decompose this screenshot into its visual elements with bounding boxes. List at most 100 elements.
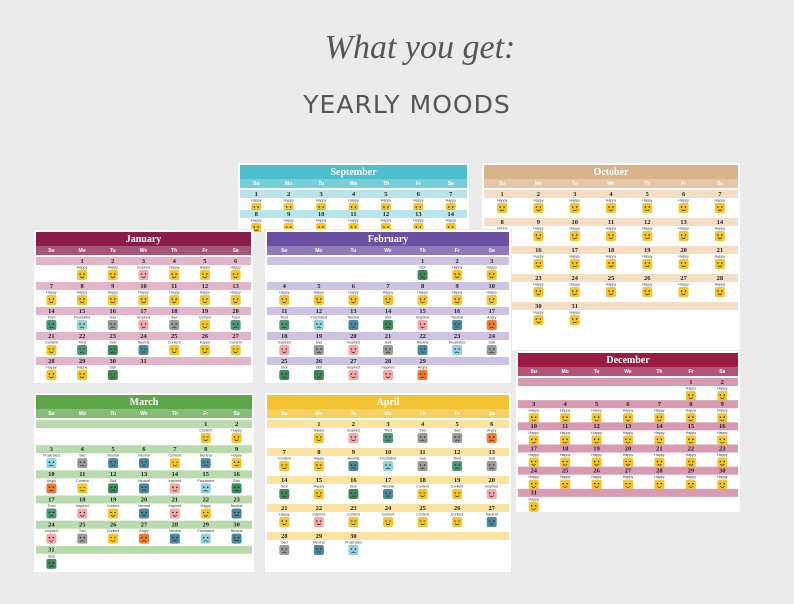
face-eye xyxy=(48,298,51,300)
mood-label: Happy xyxy=(231,454,242,458)
day-number: 11 xyxy=(79,471,85,478)
mood-face xyxy=(169,320,180,330)
mood-label: Neutral xyxy=(138,479,150,483)
mood-label: Happy xyxy=(413,218,424,222)
face-eye xyxy=(562,438,564,441)
face-mouth xyxy=(681,265,686,268)
face-eye xyxy=(110,486,112,489)
day-number: 15 xyxy=(688,423,695,430)
mood-face xyxy=(46,458,57,469)
face-eye xyxy=(571,234,574,236)
face-mouth xyxy=(316,376,322,379)
mood-label: Happy xyxy=(591,431,602,435)
mood-face xyxy=(231,483,242,494)
face-mouth xyxy=(536,209,541,212)
day-number: 22 xyxy=(316,505,323,512)
mood-face xyxy=(486,461,497,471)
face-mouth xyxy=(110,276,116,279)
face-eye xyxy=(644,290,647,292)
face-mouth xyxy=(385,439,391,442)
face-eye xyxy=(458,323,460,325)
mood-label: Inspired xyxy=(45,529,58,533)
face-eye xyxy=(717,234,719,236)
face-mouth xyxy=(420,326,425,329)
face-eye xyxy=(233,436,236,438)
day-band xyxy=(36,545,252,554)
mood-label: Happy xyxy=(46,290,57,294)
face-eye xyxy=(534,505,537,507)
face-mouth xyxy=(420,376,425,379)
mood-face xyxy=(348,320,359,330)
mood-face xyxy=(383,517,393,527)
face-eye xyxy=(419,464,422,466)
face-eye xyxy=(644,234,647,236)
face-mouth xyxy=(531,419,536,422)
face-eye xyxy=(629,460,631,463)
face-eye xyxy=(316,373,318,375)
day-number: 15 xyxy=(202,471,209,478)
day-band xyxy=(484,302,738,310)
face-eye xyxy=(113,348,116,350)
day-number: 2 xyxy=(111,258,114,265)
face-mouth xyxy=(79,276,85,279)
face-eye xyxy=(79,511,82,514)
face-eye xyxy=(684,262,687,264)
weekday-label: Th xyxy=(172,411,178,417)
day-number: 16 xyxy=(110,308,117,315)
mood-face xyxy=(417,345,428,355)
mood-label: Neutral xyxy=(138,454,150,458)
face-eye xyxy=(423,298,426,300)
day-number: 5 xyxy=(203,258,207,265)
face-mouth xyxy=(688,463,694,466)
mood-label: Sad xyxy=(419,428,425,432)
face-mouth xyxy=(171,301,177,304)
mood-face xyxy=(717,435,728,446)
face-eye xyxy=(608,206,610,208)
weekday-label: Tu xyxy=(110,248,116,254)
day-number: 2 xyxy=(721,379,724,386)
face-mouth xyxy=(171,326,177,329)
mood-label: Happy xyxy=(591,453,602,457)
face-eye xyxy=(320,520,322,522)
mood-label: Tired xyxy=(384,428,392,432)
mood-face xyxy=(528,457,539,468)
face-eye xyxy=(492,348,495,350)
face-eye xyxy=(202,273,204,275)
face-eye xyxy=(499,206,501,208)
face-mouth xyxy=(49,376,54,379)
mood-face xyxy=(560,435,571,446)
face-mouth xyxy=(499,209,505,212)
mood-label: Happy xyxy=(200,290,211,294)
mood-label: Happy xyxy=(230,265,241,269)
weekday-label: Sa xyxy=(489,411,495,417)
face-mouth xyxy=(562,463,568,466)
mood-face xyxy=(717,413,728,424)
day-number: 20 xyxy=(350,333,357,340)
day-number: 5 xyxy=(384,191,388,198)
mood-face xyxy=(169,458,180,469)
face-eye xyxy=(113,273,116,275)
day-number: 2 xyxy=(537,191,540,198)
face-eye xyxy=(172,486,174,489)
face-mouth xyxy=(171,276,177,279)
mood-label: Happy xyxy=(529,409,540,413)
face-eye xyxy=(350,298,353,300)
face-eye xyxy=(535,262,538,264)
face-mouth xyxy=(233,351,238,354)
day-number: 21 xyxy=(717,247,724,254)
day-band xyxy=(518,466,738,475)
face-mouth xyxy=(608,237,614,240)
mood-label: Inspired xyxy=(347,365,360,369)
face-mouth xyxy=(489,301,494,304)
mood-label: Happy xyxy=(606,282,617,286)
face-eye xyxy=(206,348,208,350)
face-eye xyxy=(717,206,719,208)
face-eye xyxy=(648,262,651,264)
mood-face xyxy=(200,483,211,494)
mood-face xyxy=(528,501,539,512)
face-mouth xyxy=(562,419,568,422)
face-eye xyxy=(535,206,538,208)
day-number: 21 xyxy=(656,445,663,452)
face-eye xyxy=(316,492,318,494)
